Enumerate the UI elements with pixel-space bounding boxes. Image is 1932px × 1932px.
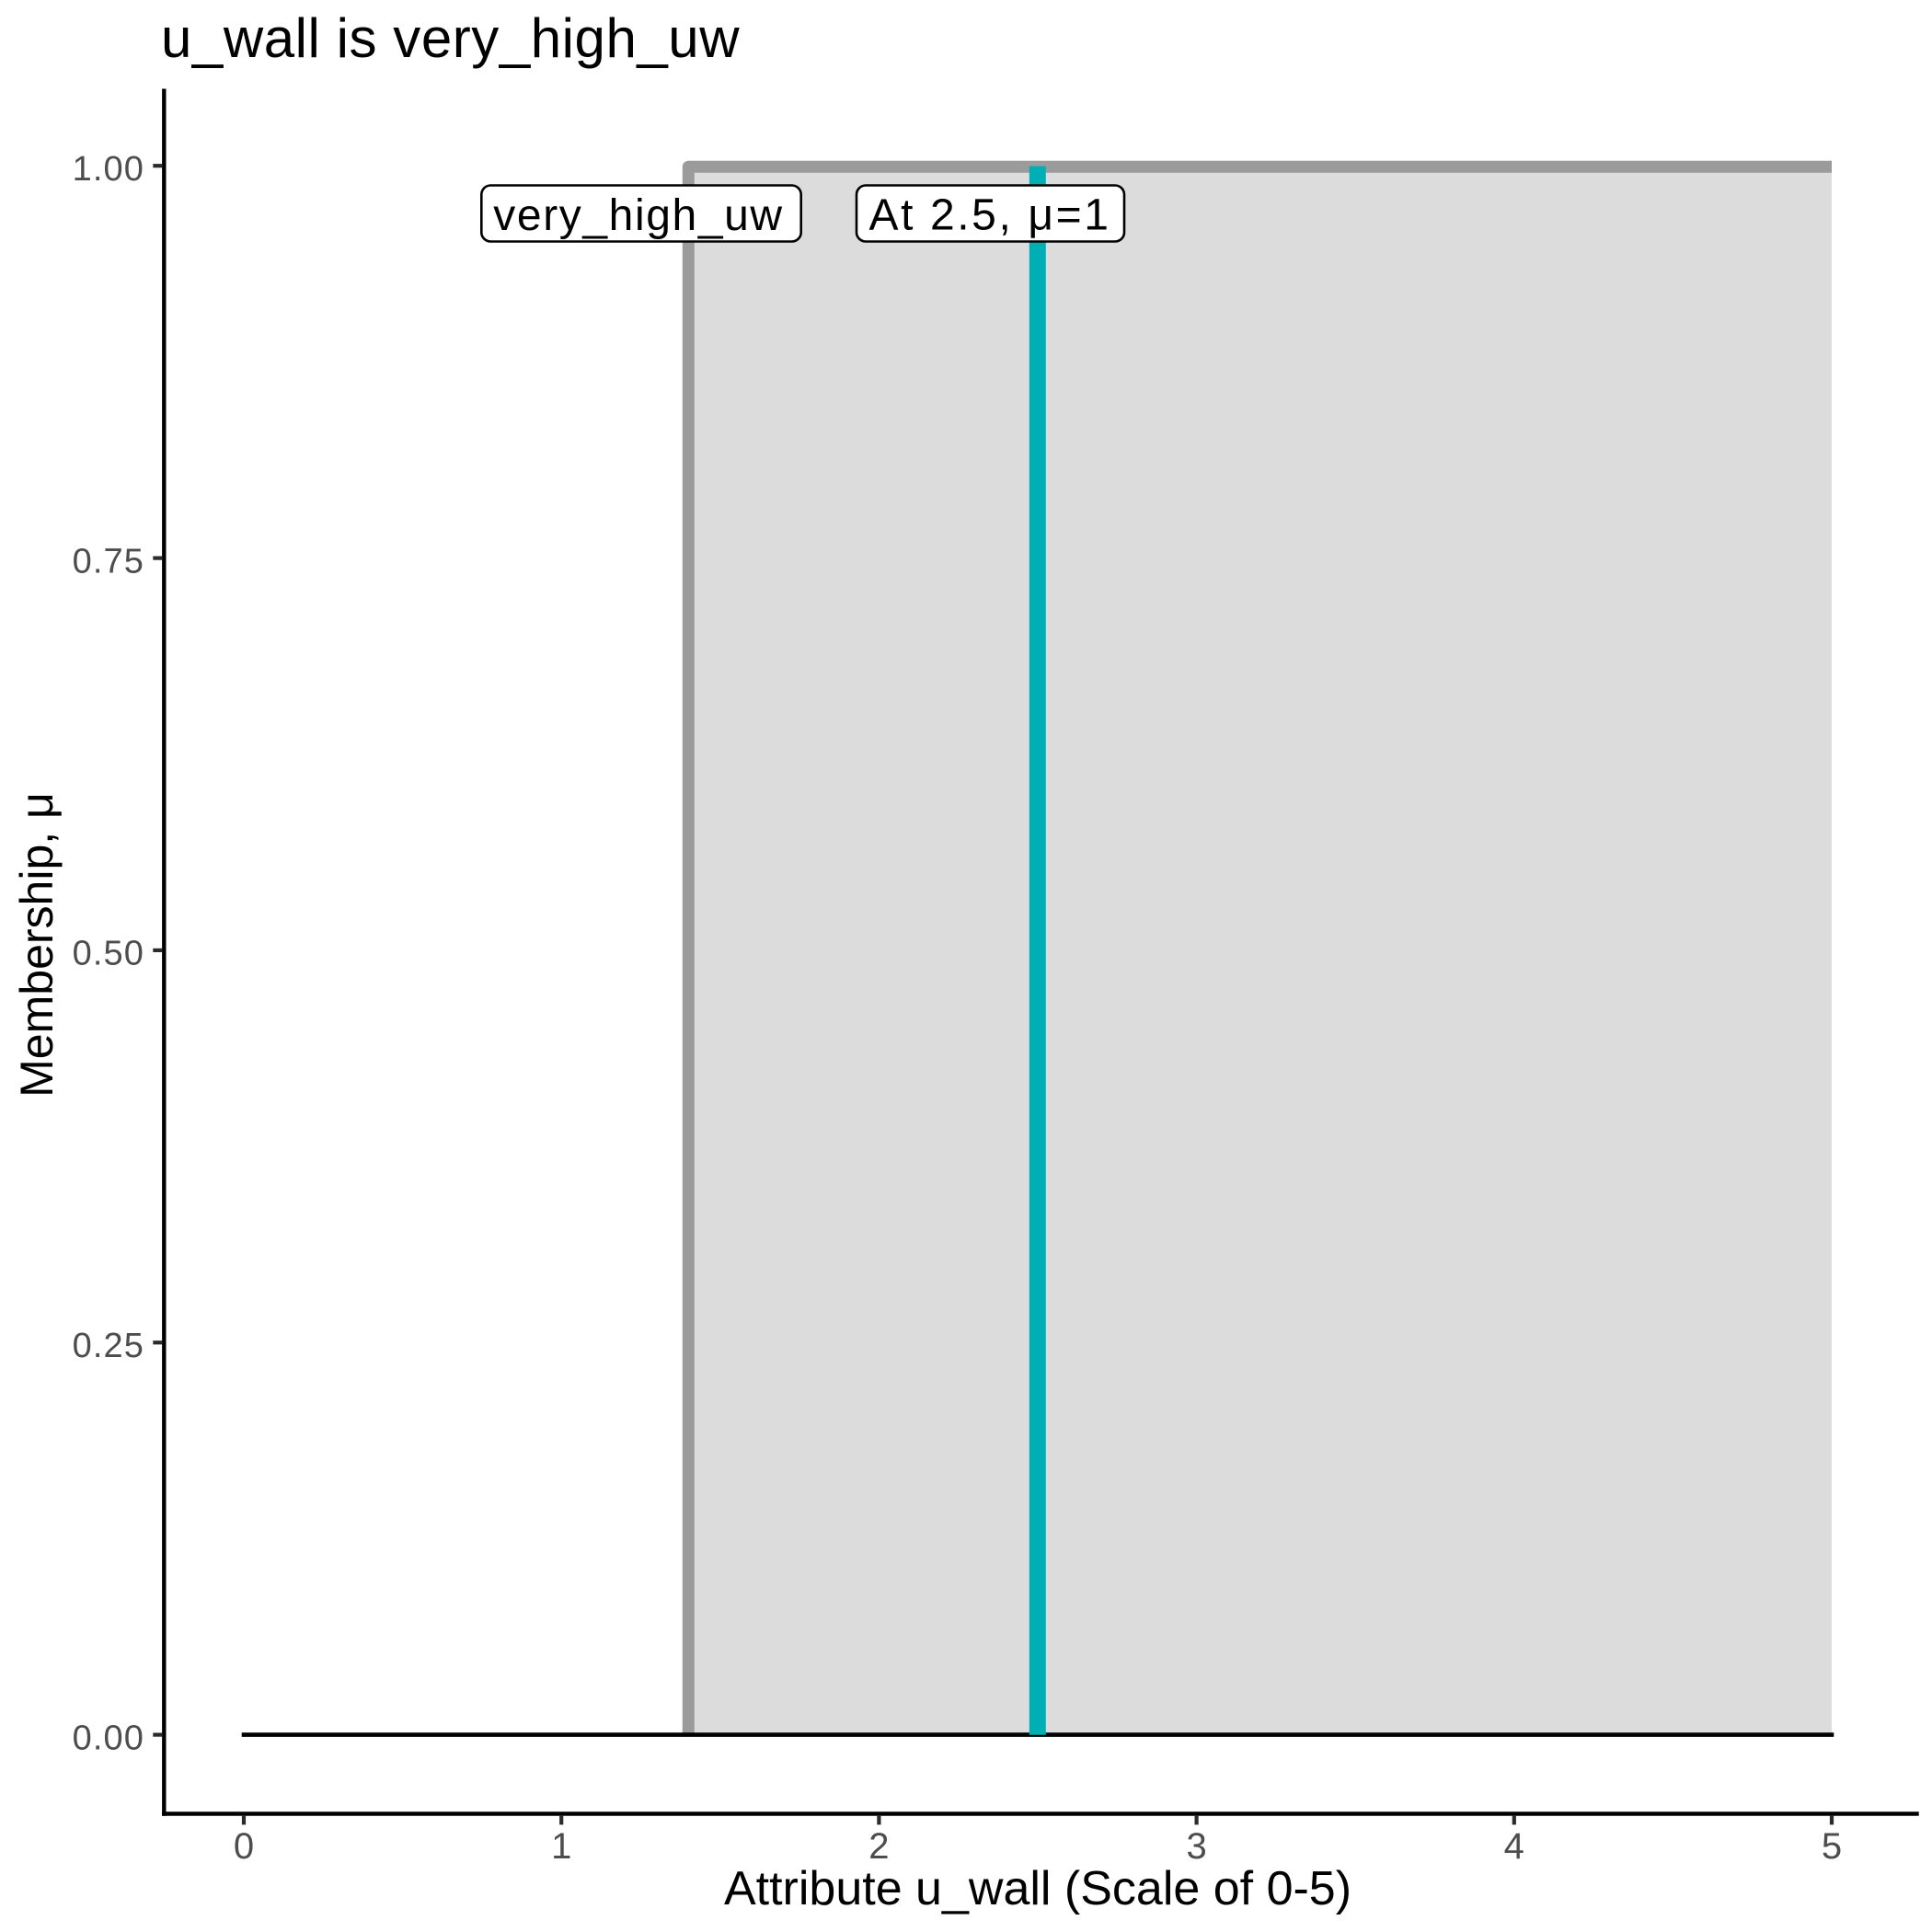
- svg-text:0.25: 0.25: [73, 1327, 144, 1365]
- svg-text:4: 4: [1504, 1826, 1524, 1867]
- svg-text:0: 0: [234, 1826, 254, 1867]
- svg-text:1.00: 1.00: [73, 150, 144, 189]
- svg-text:3: 3: [1186, 1826, 1206, 1867]
- svg-text:Membership, μ: Membership, μ: [11, 792, 63, 1098]
- svg-text:5: 5: [1822, 1826, 1842, 1867]
- svg-text:At 2.5, μ=1: At 2.5, μ=1: [868, 191, 1110, 240]
- svg-text:0.50: 0.50: [73, 935, 144, 973]
- svg-text:Attribute u_wall (Scale of 0-5: Attribute u_wall (Scale of 0-5): [724, 1862, 1351, 1915]
- svg-text:2: 2: [868, 1826, 889, 1867]
- svg-text:0.00: 0.00: [73, 1719, 144, 1757]
- svg-text:very_high_uw: very_high_uw: [493, 191, 783, 240]
- svg-text:1: 1: [551, 1826, 571, 1867]
- svg-text:u_wall is very_high_uw: u_wall is very_high_uw: [161, 7, 740, 69]
- svg-text:0.75: 0.75: [73, 542, 144, 581]
